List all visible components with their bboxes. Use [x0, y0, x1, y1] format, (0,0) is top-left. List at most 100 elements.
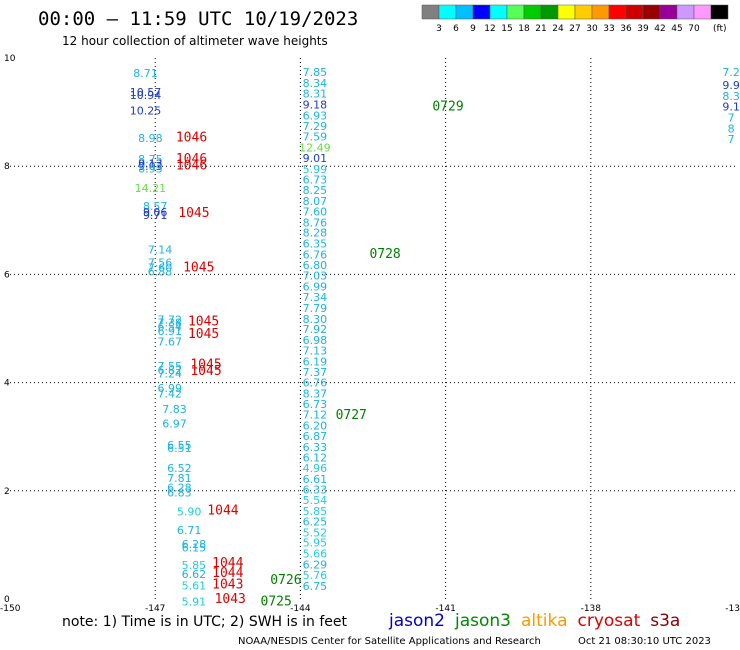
- swh-value: 9.9: [722, 79, 740, 92]
- swh-value: 6.51: [167, 442, 192, 455]
- axis-ticks: -150 -147 -144 -141 -138 -13 0 2 4 6 8 10: [0, 54, 740, 614]
- colorbar-label: 27: [569, 24, 580, 34]
- pass-time-label: 1044: [212, 556, 243, 571]
- colorbar-cell: [489, 4, 508, 20]
- swh-value: 6.80: [303, 259, 328, 272]
- swh-value: 7.67: [157, 335, 182, 348]
- swh-value: 7.13: [303, 345, 328, 358]
- swh-value: 7: [728, 112, 735, 125]
- x-tick-label: -138: [581, 604, 602, 614]
- pass-time-label: 0725: [261, 595, 292, 610]
- swh-value: 5.91: [182, 596, 207, 609]
- swh-value: 8.3: [722, 90, 740, 103]
- swh-value: 10.57: [130, 86, 162, 99]
- y-tick-label: 8: [4, 162, 10, 172]
- pass-time-label: 1043: [215, 592, 246, 607]
- swh-value: 6.76: [303, 248, 328, 261]
- swh-value: 5.90: [177, 505, 202, 518]
- swh-value: 6.71: [177, 524, 202, 537]
- x-tick-label: -150: [0, 604, 21, 614]
- swh-value: 6.91: [157, 325, 182, 338]
- colorbar-label: 21: [535, 24, 546, 34]
- legend-jason2: jason2: [388, 611, 445, 631]
- swh-value: 6.73: [303, 398, 328, 411]
- swh-value: 9.13: [138, 157, 163, 170]
- colorbar-cell: [625, 4, 644, 20]
- colorbar-label: 12: [484, 24, 495, 34]
- pass-time-label: 0729: [432, 100, 463, 115]
- swh-value: 6.20: [303, 419, 328, 432]
- swh-value: 6.82: [157, 364, 182, 377]
- x-tick-label: -141: [435, 604, 455, 614]
- pass-time-label: 1046: [176, 159, 207, 174]
- swh-value: 7.42: [157, 387, 182, 400]
- x-tick-label: -147: [145, 604, 165, 614]
- colorbar-label: 39: [637, 24, 649, 34]
- swh-value: 14.21: [135, 182, 167, 195]
- swh-value: 5.99: [303, 163, 328, 176]
- pass-time-label: 1045: [190, 358, 221, 373]
- swh-value: 8.57: [143, 200, 168, 213]
- legend-s3a: s3a: [650, 611, 680, 631]
- swh-value: 7.56: [148, 256, 173, 269]
- colorbar: 3 6 9 12 15 18 21 24 27 30 33 36 39 42 45 70: [421, 4, 729, 34]
- swh-value: 8.75: [138, 153, 163, 166]
- swh-value: 6.76: [303, 377, 328, 390]
- colorbar-label: 33: [603, 24, 614, 34]
- swh-value: 7.59: [303, 130, 328, 143]
- y-tick-label: 2: [4, 487, 10, 497]
- swh-value: 9.71: [143, 209, 168, 222]
- colorbar-cell: [608, 4, 627, 20]
- colorbar-cell: [659, 4, 678, 20]
- pass-time-label: 1045: [190, 364, 221, 379]
- swh-value: 7.38: [157, 317, 182, 330]
- colorbar-cell: [421, 4, 440, 20]
- swh-value: 7.29: [303, 120, 328, 133]
- swh-value: 8.34: [303, 77, 328, 90]
- satellite-legend: jason2 jason3 altika cryosat s3a: [388, 611, 680, 631]
- swh-value: 7.60: [303, 206, 328, 219]
- swh-value: 8.28: [303, 227, 328, 240]
- swh-value: 7.83: [162, 403, 187, 416]
- pass-time-label: 0726: [270, 573, 301, 588]
- pass-time-label: 1046: [176, 130, 207, 145]
- colorbar-unit: (ft): [713, 24, 727, 34]
- x-tick-label: -144: [290, 604, 311, 614]
- plot-grid: [10, 58, 736, 599]
- swh-value: 12.49: [299, 141, 331, 154]
- swh-value: 6.83: [167, 486, 192, 499]
- swh-value: 7.37: [303, 366, 328, 379]
- swh-value: 5.54: [303, 494, 328, 507]
- colorbar-cell: [540, 4, 559, 20]
- swh-value: 7.72: [157, 313, 182, 326]
- colorbar-cell: [676, 4, 695, 20]
- swh-value: 9.06: [143, 206, 168, 219]
- y-tick-label: 6: [4, 270, 10, 280]
- swh-value: 5.95: [303, 537, 328, 550]
- swh-value: 5.61: [182, 579, 207, 592]
- pass-time-label: 0728: [369, 247, 400, 262]
- legend-jason3: jason3: [454, 611, 511, 631]
- swh-value: 8.37: [303, 387, 328, 400]
- swh-value: 6.98: [303, 334, 328, 347]
- swh-value: 5.85: [182, 559, 207, 572]
- swh-value: 10.25: [130, 104, 162, 117]
- swh-value: 7.24: [157, 367, 182, 380]
- swh-value: 7.14: [148, 244, 173, 257]
- pass-time-label: 0727: [336, 408, 367, 423]
- swh-value: 6.73: [303, 174, 328, 187]
- swh-value: 9.03: [138, 160, 163, 173]
- chart-title: 00:00 — 11:59 UTC 10/19/2023: [38, 8, 358, 30]
- colorbar-label: 30: [586, 24, 598, 34]
- swh-value: 6.62: [182, 568, 207, 581]
- colorbar-cell: [523, 4, 542, 20]
- swh-value: 6.87: [303, 430, 328, 443]
- credit-line: NOAA/NESDIS Center for Satellite Applica…: [238, 636, 541, 647]
- swh-value: 5.52: [303, 526, 328, 539]
- colorbar-cell: [693, 4, 712, 20]
- colorbar-cell: [506, 4, 525, 20]
- swh-value: 7.60: [148, 261, 173, 274]
- colorbar-cell: [591, 4, 610, 20]
